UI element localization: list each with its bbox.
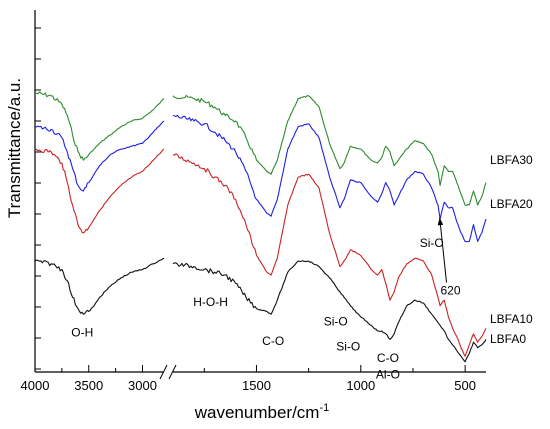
peak-annotation: Si-O xyxy=(336,340,360,354)
x-axis-title-superscript: -1 xyxy=(319,402,329,414)
x-axis-title-text: wavenumber/cm xyxy=(194,403,320,422)
peak-annotation: 620 xyxy=(441,284,461,298)
axis-break-mark xyxy=(168,364,177,380)
series-line-lbfa20-low xyxy=(172,114,487,243)
peak-annotation: Al-O xyxy=(376,368,400,382)
series-labels: LBFA30 LBFA20 LBFA10 LBFA0 xyxy=(490,153,533,346)
series-line-lbfa0-high xyxy=(34,257,165,315)
series-label-lbfa20: LBFA20 xyxy=(490,197,533,211)
spectra-curves xyxy=(34,91,487,363)
peak-annotation: C-O xyxy=(262,334,284,348)
peak-annotation: Si-O xyxy=(324,314,348,328)
series-label-lbfa30: LBFA30 xyxy=(490,153,533,167)
peak-annotations: O-H H-O-H C-O Si-O Si-O C-O Al-O Si-O 620 xyxy=(71,217,461,382)
series-line-lbfa30-high xyxy=(34,91,165,161)
peak-annotation: O-H xyxy=(71,326,93,340)
series-line-lbfa10-high xyxy=(34,148,165,234)
series-label-lbfa0: LBFA0 xyxy=(490,332,526,346)
arrow-620-line xyxy=(439,217,448,283)
x-tick-label: 3000 xyxy=(128,378,157,393)
series-label-lbfa10: LBFA10 xyxy=(490,312,533,326)
series-line-lbfa10-low xyxy=(172,153,487,357)
plot-area xyxy=(34,10,486,380)
series-line-lbfa30-low xyxy=(172,94,487,207)
series-line-lbfa0-low xyxy=(172,260,487,363)
x-tick-label: 500 xyxy=(454,378,476,393)
peak-annotation: H-O-H xyxy=(193,295,228,309)
x-tick-label: 1000 xyxy=(346,378,375,393)
series-line-lbfa20-high xyxy=(34,120,165,192)
peak-annotation: C-O xyxy=(377,351,399,365)
x-tick-label: 1500 xyxy=(242,378,271,393)
x-tick-label: 4000 xyxy=(21,378,50,393)
axis-break-mark xyxy=(159,364,168,380)
arrow-620-head xyxy=(437,217,444,226)
x-tick-label: 3500 xyxy=(74,378,103,393)
x-axis: 4000 3500 3000 1500 1000 500 xyxy=(21,365,476,393)
peak-annotation: Si-O xyxy=(420,236,444,250)
y-axis-title: Transmittance/a.u. xyxy=(5,78,24,218)
x-axis-title: wavenumber/cm-1 xyxy=(194,402,330,422)
